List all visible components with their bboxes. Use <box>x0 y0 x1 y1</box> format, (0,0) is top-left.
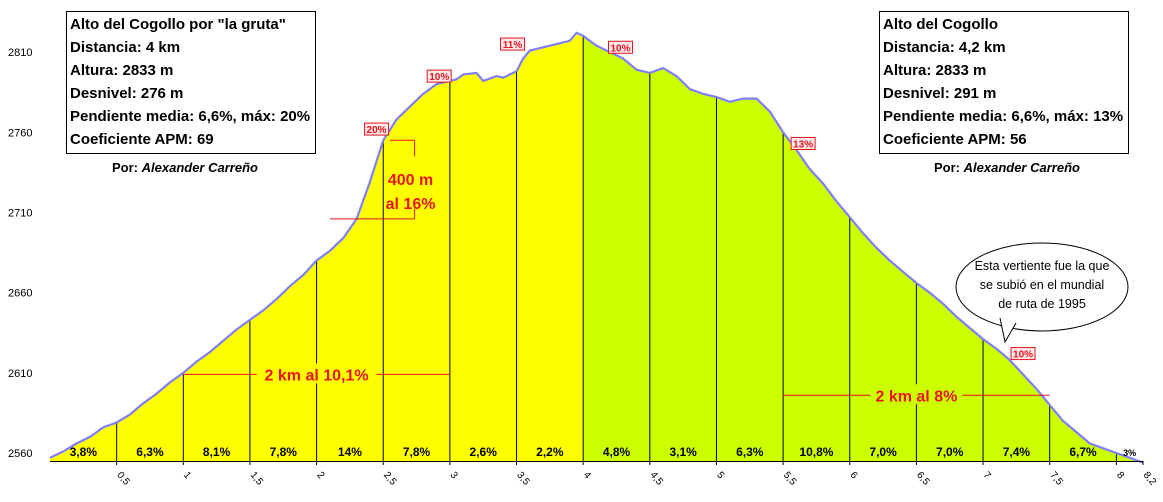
right-box-apm: Coeficiente APM: 56 <box>883 131 1027 148</box>
max-grade-label: 20% <box>367 125 387 136</box>
left-box-grade: Pendiente media: 6,6%, máx: 20% <box>70 108 311 125</box>
x-tick-label: 3 <box>448 470 460 482</box>
y-axis: 2560 2610 2660 2710 2760 2810 <box>8 47 32 460</box>
segment-grade-label: 6,7% <box>1069 445 1097 459</box>
right-author-prefix: Por: <box>934 160 964 175</box>
segment-grade-label: 3,1% <box>669 445 697 459</box>
bubble-text: Esta vertiente fue la que se subió en el… <box>966 257 1118 314</box>
segment-grade-label: 7,0% <box>936 445 964 459</box>
left-box-gain: Desnivel: 276 m <box>70 85 184 102</box>
max-grade-marker: 10% <box>426 69 452 83</box>
segment-grade-label: 6,3% <box>736 445 764 459</box>
x-tick-label: 4,5 <box>648 470 666 488</box>
x-tick-label: 2,5 <box>381 470 399 488</box>
annotation-label: 2 km al 10,1% <box>265 367 369 384</box>
x-tick-label: 8,2 <box>1141 470 1159 488</box>
segment-grade-label: 10,8% <box>799 445 833 459</box>
annotation-label: al 16% <box>386 196 436 213</box>
right-box-height: Altura: 2833 m <box>883 62 987 79</box>
x-tick-label: 7,5 <box>1047 470 1065 488</box>
max-grade-marker: 13% <box>790 136 816 150</box>
left-author-prefix: Por: <box>112 160 142 175</box>
y-tick-label: 2660 <box>8 288 32 300</box>
max-grade-box <box>607 40 633 54</box>
x-tick-label: 5,5 <box>781 470 799 488</box>
annotations: 2 km al 10,1% 2 km al 8% 400 m al 16% <box>183 139 1050 405</box>
x-tick-label: 1 <box>181 470 193 482</box>
y-tick-label: 2810 <box>8 47 32 59</box>
x-tick-label: 5 <box>714 470 726 482</box>
segment-grade-label: 2,6% <box>470 445 498 459</box>
profile-line <box>49 31 1144 464</box>
annotation-label: 2 km al 8% <box>875 388 957 405</box>
bubble-line-2: se subió en el mundial <box>979 278 1105 292</box>
right-box-grade: Pendiente media: 6,6%, máx: 13% <box>883 108 1124 125</box>
segment-grade-label: 7,8% <box>270 445 298 459</box>
left-box-distance: Distancia: 4 km <box>70 39 181 56</box>
y-tick-label: 2560 <box>8 448 32 460</box>
annotation-label: 400 m <box>388 172 433 189</box>
right-author-name: Alexander Carreño <box>963 160 1080 175</box>
descent-area <box>583 35 1143 463</box>
x-tick-label: 6 <box>847 470 859 482</box>
x-tick-label: 2 <box>314 470 326 482</box>
x-tick-label: 3,5 <box>514 470 532 488</box>
y-tick-label: 2760 <box>8 127 32 139</box>
max-grade-label: 10% <box>429 72 449 83</box>
segment-grade-label: 7,8% <box>403 445 431 459</box>
segment-grade-label: 7,4% <box>1003 445 1031 459</box>
max-grade-marker: 11% <box>500 37 526 51</box>
max-grade-box <box>790 136 816 150</box>
right-author: Por: Alexander Carreño <box>934 160 1080 175</box>
segment-grade-label: 7,0% <box>869 445 897 459</box>
annotation-backdrop <box>256 363 377 384</box>
x-tick-label: 6,5 <box>914 470 932 488</box>
max-grade-box <box>364 122 390 136</box>
left-info-box: Alto del Cogollo por "la gruta" Distanci… <box>66 11 317 154</box>
max-grade-marker: 20% <box>364 122 390 136</box>
left-author: Por: Alexander Carreño <box>112 160 258 175</box>
right-box-title: Alto del Cogollo <box>883 16 998 33</box>
x-tick-label: 7 <box>981 470 993 482</box>
max-grade-label: 13% <box>793 139 813 150</box>
max-grade-marker: 10% <box>1010 347 1036 361</box>
annotation-backdrop <box>870 384 963 405</box>
max-grade-labels: 20% 10% 11% 10% 13% 10% <box>364 37 1036 361</box>
x-tick-label: 0,5 <box>114 470 132 488</box>
max-grade-box <box>500 37 526 51</box>
left-author-name: Alexander Carreño <box>141 160 258 175</box>
segment-grade-label: 2,2% <box>536 445 564 459</box>
segment-grade-label: 4,8% <box>603 445 631 459</box>
max-grade-label: 11% <box>503 40 523 51</box>
right-box-gain: Desnivel: 291 m <box>883 85 997 102</box>
max-grade-box <box>426 69 452 83</box>
left-box-apm: Coeficiente APM: 69 <box>70 131 214 148</box>
segment-grade-label: 14% <box>338 445 362 459</box>
max-grade-box <box>1010 347 1036 361</box>
km-dividers <box>116 36 1117 461</box>
profile-outline <box>49 31 1144 464</box>
bubble-line-1: Esta vertiente fue la que <box>974 259 1110 273</box>
right-box-distance: Distancia: 4,2 km <box>883 39 1006 56</box>
segment-grade-label: 3,8% <box>70 445 98 459</box>
left-box-height: Altura: 2833 m <box>70 62 174 79</box>
x-tick-label: 1,5 <box>248 470 266 488</box>
max-grade-label: 10% <box>610 43 630 54</box>
y-tick-label: 2610 <box>8 368 32 380</box>
max-grade-label: 10% <box>1013 350 1033 361</box>
y-tick-label: 2710 <box>8 207 32 219</box>
x-tick-label: 8 <box>1114 470 1126 482</box>
speech-bubble <box>955 242 1129 344</box>
segment-grade-label: 3% <box>1123 448 1136 458</box>
segment-grade-label: 6,3% <box>136 445 164 459</box>
x-axis: 0,5 1 1,5 2 2,5 3 3,5 4 4,5 5 5,5 6 6,5 7 7,5 8 8,2 <box>50 461 1158 488</box>
max-grade-marker: 10% <box>607 40 633 54</box>
left-box-title: Alto del Cogollo por "la gruta" <box>70 16 286 33</box>
right-info-box: Alto del Cogollo Distancia: 4,2 km Altur… <box>879 11 1130 154</box>
bubble-line-3: de ruta de 1995 <box>998 297 1086 311</box>
x-tick-label: 4 <box>581 470 593 482</box>
segment-grade-label: 8,1% <box>203 445 231 459</box>
segment-grade-labels: 3,8% 6,3% 8,1% 7,8% 14% 7,8% 2,6% 2,2% 4,8% 3,1% 6… <box>70 445 1137 459</box>
